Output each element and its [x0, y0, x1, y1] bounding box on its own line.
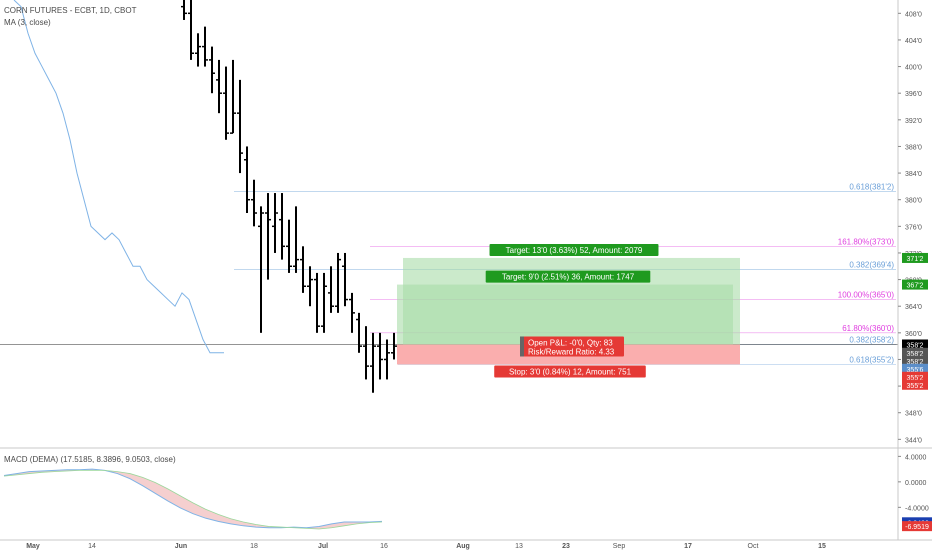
macd-indicator-label[interactable]: MACD (DEMA) (17.5185, 8.3896, 9.0503, cl…: [4, 455, 176, 464]
fib-level-label: 0.382(369'4): [849, 261, 894, 270]
axis-price-marker-bg: [902, 355, 928, 366]
target-label-2: Target: 9'0 (2.51%) 36, Amount: 1747: [502, 273, 635, 282]
price-tick-label: 376'0: [905, 224, 922, 231]
axis-price-marker: 358'2: [907, 351, 924, 358]
axis-price-marker-bg: [902, 339, 928, 350]
fib-level-label: 0.382(358'2): [849, 335, 894, 344]
time-tick-label: Oct: [748, 543, 759, 550]
pnl-box-handle: [520, 336, 524, 357]
price-tick-label: 384'0: [905, 171, 922, 178]
target-label-1: Target: 13'0 (3.63%) 52, Amount: 2079: [506, 246, 643, 255]
fib-level-label: 61.80%(360'0): [842, 324, 894, 333]
axis-price-marker: 358'2: [907, 342, 924, 349]
price-tick-label: 348'0: [905, 411, 922, 418]
axis-price-marker: 355'2: [907, 383, 924, 390]
stop-label-bg: [494, 365, 646, 378]
price-tick-label: 380'0: [905, 198, 922, 205]
price-tick-label: 408'0: [905, 11, 922, 18]
time-tick-label: Aug: [456, 543, 470, 550]
ma-line: [13, 0, 224, 354]
time-tick-label: May: [26, 543, 40, 550]
pnl-line-1: Open P&L: -0'0, Qty: 83: [528, 338, 613, 347]
axis-price-marker-bg: [902, 279, 928, 290]
axis-price-marker-bg: [902, 363, 928, 374]
axis-price-marker: 358'2: [907, 359, 924, 366]
price-tick-label: 364'0: [905, 304, 922, 311]
axis-price-marker: 367'2: [907, 283, 924, 290]
target-label-1-bg: [489, 243, 659, 256]
macd-fill: [4, 469, 382, 529]
time-tick-label: Jul: [318, 543, 328, 550]
fib-level-label: 100.00%(365'0): [838, 291, 895, 300]
macd-tick-label: 0.0000: [905, 480, 927, 487]
price-tick-label: 344'0: [905, 437, 922, 444]
macd-tick-label: 4.0000: [905, 454, 927, 461]
ma-indicator-label[interactable]: MA (3, close): [4, 18, 51, 27]
price-tick-label: 388'0: [905, 144, 922, 151]
macd-tick-label: -4.0000: [905, 505, 929, 512]
time-tick-label: Jun: [175, 543, 187, 550]
axis-price-marker: 355'6: [907, 367, 924, 374]
time-tick-label: 15: [818, 543, 826, 550]
time-tick-label: 13: [515, 543, 523, 550]
macd-marker-bg: [902, 521, 932, 532]
price-tick-label: 392'0: [905, 118, 922, 125]
symbol-title: CORN FUTURES - ECBT, 1D, CBOT: [4, 6, 137, 15]
axis-price-marker-bg: [902, 347, 928, 358]
time-tick-label: 16: [380, 543, 388, 550]
time-tick-label: 17: [684, 543, 692, 550]
axis-price-marker-bg: [902, 252, 928, 263]
price-tick-label: 360'0: [905, 331, 922, 338]
axis-price-marker: 371'2: [907, 256, 924, 263]
time-tick-label: 23: [562, 543, 570, 550]
pnl-box-bg: [520, 336, 624, 357]
fib-level-label: 161.80%(373'0): [838, 237, 895, 246]
price-tick-label: 400'0: [905, 65, 922, 72]
fib-level-label: 0.618(355'2): [849, 355, 894, 364]
macd-marker: -6.9519: [905, 524, 929, 531]
macd-line: [3, 468, 383, 529]
target-zone-long-2: [397, 284, 733, 345]
pnl-line-2: Risk/Reward Ratio: 4.33: [528, 347, 615, 356]
time-tick-label: Sep: [613, 543, 626, 550]
target-label-2-bg: [485, 270, 651, 283]
axis-price-marker-bg: [902, 379, 928, 390]
axis-price-marker-bg: [902, 371, 928, 382]
time-tick-label: 14: [88, 543, 96, 550]
stop-label: Stop: 3'0 (0.84%) 12, Amount: 751: [509, 367, 632, 376]
price-tick-label: 396'0: [905, 91, 922, 98]
price-tick-label: 404'0: [905, 38, 922, 45]
axis-price-marker: 355'2: [907, 375, 924, 382]
fib-level-label: 0.618(381'2): [849, 182, 894, 191]
macd-signal-line: [3, 469, 383, 530]
time-tick-label: 18: [250, 543, 258, 550]
